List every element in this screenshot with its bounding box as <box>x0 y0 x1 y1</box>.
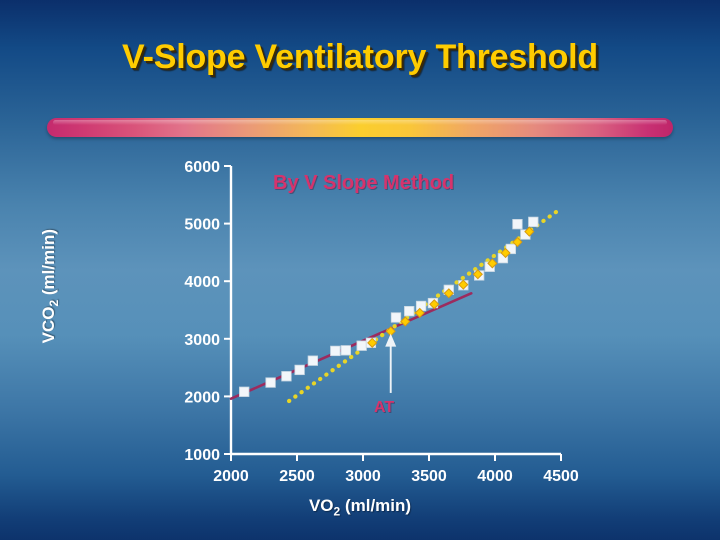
chart-container: 1000 2000 3000 4000 5000 6000 2000 2500 3000 3500… <box>0 150 720 540</box>
y-axis-title-units: (ml/min) <box>38 229 58 296</box>
y-tick-label: 6000 <box>184 159 220 176</box>
data-point-marker <box>528 216 539 228</box>
y-axis-title-subscript: 2 <box>47 299 62 307</box>
chart-axes <box>229 166 561 456</box>
x-axis-title-units: (ml/min) <box>344 496 412 515</box>
data-point-marker <box>404 306 415 317</box>
y-tick-label: 1000 <box>184 447 220 464</box>
data-point-marker <box>294 364 305 376</box>
y-tick-label: 5000 <box>184 217 220 234</box>
y-tick-label: 3000 <box>184 332 220 349</box>
data-point-marker <box>500 247 511 259</box>
x-tick-label: 2500 <box>279 468 315 485</box>
data-point-marker <box>512 236 523 248</box>
x-axis-ticks: 2000 2500 3000 3500 4000 4500 <box>213 454 579 485</box>
data-point-marker <box>512 219 523 230</box>
data-point-marker <box>429 299 440 310</box>
chart-trend-lines <box>229 208 561 404</box>
anaerobic-threshold-label: AT <box>374 399 395 416</box>
at-arrow <box>385 333 397 393</box>
data-point-marker <box>340 345 351 356</box>
data-point-marker <box>265 377 276 388</box>
data-point-marker <box>281 371 292 382</box>
chart-method-note: By V Slope Method <box>273 172 455 194</box>
data-point-marker <box>400 316 411 327</box>
data-point-marker <box>443 288 454 299</box>
vslope-scatter-chart: 1000 2000 3000 4000 5000 6000 2000 2500 3000 3500… <box>184 159 579 485</box>
x-tick-label: 4000 <box>477 468 513 485</box>
chart-series-1 <box>367 226 535 348</box>
data-point-marker <box>458 279 469 290</box>
x-tick-label: 4500 <box>543 468 579 485</box>
data-point-marker <box>414 307 425 318</box>
x-tick-label: 3500 <box>411 468 447 485</box>
y-axis-title-base: VCO <box>38 306 58 344</box>
chart-series-0 <box>239 216 539 397</box>
data-point-marker <box>367 337 378 348</box>
x-tick-label: 3000 <box>345 468 381 485</box>
data-point-marker <box>524 226 535 237</box>
x-axis-title-base: VO <box>308 496 334 515</box>
data-point-marker <box>472 269 483 280</box>
data-point-marker <box>356 340 367 351</box>
arrow-head <box>385 333 397 347</box>
data-point-marker <box>487 258 498 269</box>
x-axis-title: VO2 (ml/min) <box>0 496 720 518</box>
page-title: V-Slope Ventilatory Threshold <box>122 38 598 76</box>
y-axis-ticks: 1000 2000 3000 4000 5000 6000 <box>184 159 231 464</box>
data-point-marker <box>239 386 250 397</box>
data-point-marker <box>390 312 402 323</box>
x-axis-title-subscript: 2 <box>333 504 341 519</box>
x-tick-label: 2000 <box>213 468 249 485</box>
decorative-divider-bar <box>47 118 673 137</box>
y-tick-label: 2000 <box>184 389 220 406</box>
y-tick-label: 4000 <box>184 274 220 291</box>
y-axis-title: VCO2 (ml/min) <box>39 176 61 396</box>
data-point-marker <box>330 345 341 357</box>
data-point-marker <box>307 355 318 366</box>
